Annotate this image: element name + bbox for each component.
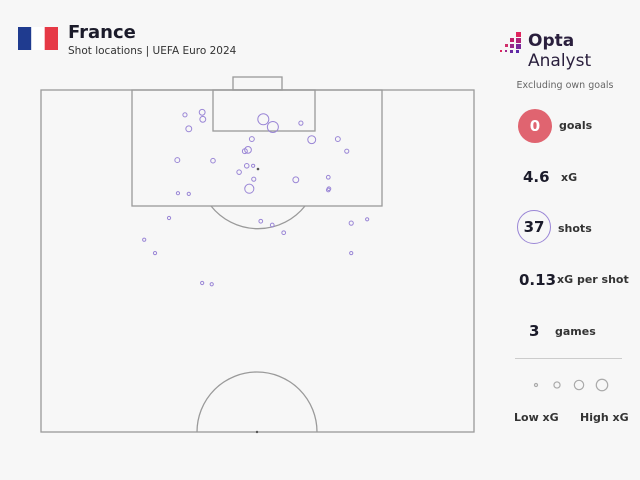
shot-marker xyxy=(266,120,279,133)
france-flag-icon xyxy=(18,27,58,50)
shot-marker xyxy=(210,157,216,164)
shot-marker xyxy=(365,217,370,222)
shot-marker xyxy=(344,148,350,154)
legend-size-marker xyxy=(533,382,539,388)
shot-marker xyxy=(182,112,188,118)
own-goals-note: Excluding own goals xyxy=(516,80,614,91)
goals-value: 0 xyxy=(518,109,552,143)
goal xyxy=(232,76,283,91)
shot-marker xyxy=(257,113,270,126)
xg-size-legend xyxy=(533,378,609,392)
shot-marker xyxy=(185,125,193,133)
shot-marker xyxy=(258,218,264,224)
shots-label: shots xyxy=(558,222,592,235)
shot-marker xyxy=(349,250,354,256)
shot-marker xyxy=(142,237,147,242)
games-value: 3 xyxy=(529,322,540,340)
penalty-arc xyxy=(210,205,306,230)
xg-per-shot-label: xG per shot xyxy=(557,273,629,286)
goals-label: goals xyxy=(559,119,593,132)
penalty-box xyxy=(131,89,383,207)
legend-size-marker xyxy=(573,379,585,391)
shot-marker xyxy=(166,215,172,221)
shot-marker xyxy=(292,176,300,184)
games-label: games xyxy=(555,325,596,338)
shot-marker xyxy=(334,136,341,143)
shot-marker xyxy=(244,146,252,154)
opta-analyst-logo: Opta Analyst xyxy=(528,31,592,71)
shot-marker xyxy=(248,136,255,143)
legend-low-label: Low xG xyxy=(514,411,559,424)
legend-size-marker xyxy=(553,381,561,389)
pitch xyxy=(40,76,475,434)
legend-high-label: High xG xyxy=(580,411,629,424)
shot-marker xyxy=(348,220,354,226)
shots-value: 37 xyxy=(517,210,551,244)
xg-per-shot-value: 0.13 xyxy=(519,271,557,289)
shot-marker xyxy=(307,135,317,145)
shot-marker xyxy=(200,280,205,286)
penalty-spot xyxy=(256,167,260,171)
shot-marker xyxy=(152,250,158,256)
shot-marker xyxy=(244,183,255,194)
shot-marker xyxy=(243,163,250,169)
xg-label: xG xyxy=(561,171,578,184)
page-title: France xyxy=(68,22,136,43)
divider xyxy=(515,358,622,359)
shot-marker xyxy=(198,108,206,116)
legend-size-marker xyxy=(595,378,609,392)
shot-marker xyxy=(325,174,331,180)
shot-marker xyxy=(236,169,242,175)
opta-logo-icon xyxy=(500,32,521,53)
shot-marker xyxy=(186,191,191,196)
shot-marker xyxy=(199,115,207,123)
shot-marker xyxy=(174,157,181,164)
pitch-outline xyxy=(40,89,475,433)
centre-spot xyxy=(255,430,259,434)
centre-circle xyxy=(196,371,318,433)
shot-marker xyxy=(251,163,256,168)
shot-marker xyxy=(175,191,181,196)
shot-marker xyxy=(269,222,275,228)
shot-marker xyxy=(251,176,257,182)
subtitle: Shot locations | UEFA Euro 2024 xyxy=(68,45,237,57)
shot-marker xyxy=(281,230,287,236)
shot-marker xyxy=(298,120,304,126)
shot-marker xyxy=(326,186,332,192)
xg-value: 4.6 xyxy=(523,168,550,186)
shot-marker xyxy=(209,282,214,287)
